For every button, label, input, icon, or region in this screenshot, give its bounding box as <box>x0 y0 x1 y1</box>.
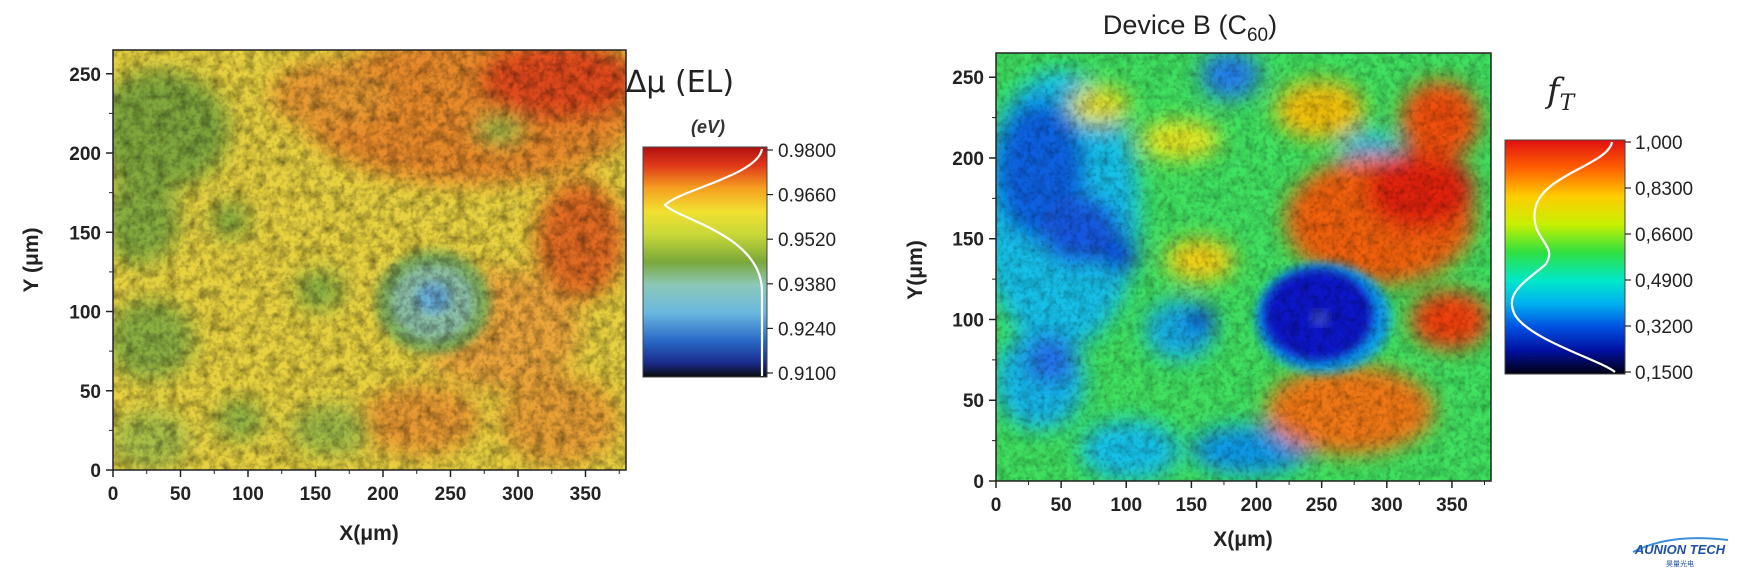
colorbar-tick-label: 0,6600 <box>1635 225 1693 246</box>
x-tick-label: 200 <box>1241 495 1273 516</box>
y-tick-label: 150 <box>952 230 984 251</box>
y-tick-label: 250 <box>69 65 101 86</box>
right-colorbar: fT 1,000 0,8300 0,6600 0,4900 0,3200 0,1500 <box>1504 71 1693 384</box>
colorbar-tick-label: 0.9240 <box>778 319 836 340</box>
left-colorbar-ticks: 0.9800 0.9660 0.9520 0.9380 0.9240 0.9100 <box>767 141 836 385</box>
left-colorbar-unit: (eV) <box>691 117 725 137</box>
colorbar-tick-label: 0,3200 <box>1635 317 1693 338</box>
watermark-logo: AUNION TECH 昊量光电 <box>1632 537 1729 568</box>
colorbar-tick-label: 1,000 <box>1635 133 1683 154</box>
x-tick-label: 300 <box>502 484 534 505</box>
right-colorbar-scale <box>1505 140 1625 374</box>
right-chart-title: Device B (C60) <box>1103 10 1277 46</box>
colorbar-tick-label: 0,1500 <box>1635 363 1693 384</box>
right-x-axis-label: X(μm) <box>1213 528 1273 551</box>
right-colorbar-histogram <box>1510 141 1616 373</box>
x-tick-label: 100 <box>232 484 264 505</box>
colorbar-tick-label: 0.9660 <box>778 186 836 207</box>
y-tick-label: 200 <box>952 149 984 170</box>
left-y-axis-label: Y (μm) <box>20 228 43 293</box>
left-colorbar-scale <box>643 147 767 377</box>
y-tick-label: 100 <box>69 303 101 324</box>
x-tick-label: 250 <box>1306 495 1338 516</box>
x-tick-label: 0 <box>991 495 1002 516</box>
right-axes: 0 50 100 150 200 250 300 350 0 50 100 150 200 250 <box>952 68 1485 516</box>
x-tick-label: 150 <box>1176 495 1208 516</box>
y-tick-label: 100 <box>952 310 984 331</box>
watermark-sub: 昊量光电 <box>1666 559 1694 568</box>
left-x-axis-label: X(μm) <box>339 522 399 545</box>
y-tick-label: 200 <box>69 144 101 165</box>
y-tick-label: 150 <box>69 223 101 244</box>
right-colorbar-title: fT <box>1544 71 1577 116</box>
left-colorbar-histogram <box>663 148 764 376</box>
left-heatmap: 0 50 100 150 200 250 300 350 0 50 100 150 200 250 X(μ… <box>20 49 627 545</box>
x-tick-label: 50 <box>170 484 191 505</box>
y-tick-label: 0 <box>90 461 101 482</box>
y-tick-label: 50 <box>963 391 984 412</box>
left-axes: 0 50 100 150 200 250 300 350 0 50 100 150 200 250 <box>69 65 620 505</box>
x-tick-label: 300 <box>1371 495 1403 516</box>
right-y-axis-label: Y(μm) <box>904 240 927 300</box>
colorbar-tick-label: 0.9800 <box>778 141 836 162</box>
x-tick-label: 200 <box>367 484 399 505</box>
y-tick-label: 50 <box>80 382 101 403</box>
x-tick-label: 150 <box>300 484 332 505</box>
left-plot-frame <box>112 49 627 471</box>
x-tick-label: 0 <box>108 484 119 505</box>
right-heatmap: 0 50 100 150 200 250 300 350 0 50 100 150 200 250 X(μ… <box>904 52 1492 551</box>
right-plot-frame <box>995 52 1492 482</box>
y-tick-label: 0 <box>973 472 984 493</box>
colorbar-tick-label: 0.9100 <box>778 364 836 385</box>
right-colorbar-ticks: 1,000 0,8300 0,6600 0,4900 0,3200 0,1500 <box>1625 133 1693 384</box>
x-tick-label: 250 <box>435 484 467 505</box>
colorbar-tick-label: 0,8300 <box>1635 179 1693 200</box>
x-tick-label: 350 <box>1436 495 1468 516</box>
colorbar-tick-label: 0,4900 <box>1635 271 1693 292</box>
x-tick-label: 350 <box>570 484 602 505</box>
colorbar-tick-label: 0.9380 <box>778 275 836 296</box>
x-tick-label: 100 <box>1110 495 1142 516</box>
colorbar-tick-label: 0.9520 <box>778 230 836 251</box>
left-colorbar: Δμ (EL) (eV) 0.98000.96600.95200.93800.9… <box>626 65 836 385</box>
left-colorbar-title: Δμ (EL) <box>626 65 734 100</box>
x-tick-label: 50 <box>1051 495 1072 516</box>
watermark-brand: AUNION TECH <box>1634 542 1726 557</box>
y-tick-label: 250 <box>952 68 984 89</box>
